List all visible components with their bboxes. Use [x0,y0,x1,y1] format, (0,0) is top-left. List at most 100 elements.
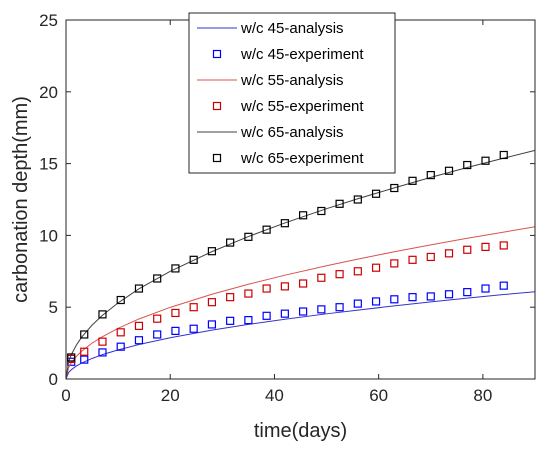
data-point-5 [499,150,508,160]
data-point-1 [371,297,381,306]
x-tick-label: 40 [265,386,284,405]
legend-swatch-marker [212,153,222,163]
x-tick-label: 80 [473,386,492,405]
data-point-1 [426,292,435,301]
x-tick-label: 20 [161,386,180,405]
x-tick-label: 0 [61,386,70,405]
legend-label: w/c 65-analysis [240,124,344,141]
data-point-1 [171,326,180,335]
legend: w/c 45-analysis w/c 45-experiment w/c 55-a… [188,12,396,174]
data-point-3 [153,314,162,323]
data-point-3 [335,270,344,279]
data-point-1 [353,299,362,308]
data-point-5 [353,195,362,204]
data-point-1 [280,309,289,318]
data-point-3 [481,242,490,251]
data-point-5 [262,225,271,234]
data-point-3 [80,347,89,356]
data-point-1 [80,355,89,364]
y-tick-label: 0 [49,370,58,389]
legend-label: w/c 55-experiment [240,98,364,115]
data-point-1 [299,307,308,316]
y-tick-label: 20 [39,83,58,102]
data-point-3 [262,284,271,293]
data-point-5 [226,238,235,247]
legend-swatch-marker [212,49,222,59]
data-point-3 [244,289,253,298]
data-point-1 [244,316,253,325]
y-axis-label: carbonation depth(mm) [10,96,32,303]
data-point-1 [207,320,217,329]
data-point-1 [153,330,162,339]
data-point-1 [444,290,454,299]
legend-label: w/c 45-analysis [240,20,344,37]
legend-swatch-marker [212,101,222,111]
data-point-1 [463,288,472,297]
data-point-5 [189,255,198,264]
data-point-5 [481,156,490,165]
x-tick-label: 60 [369,386,388,405]
data-point-3 [171,308,180,318]
data-point-1 [116,342,125,351]
data-point-1 [226,316,235,325]
data-point-5 [408,176,417,185]
data-point-1 [134,336,144,345]
ticks-layer: 0 20 40 60 80 0 5 10 15 20 25 [39,11,535,405]
data-point-3 [499,241,508,250]
data-point-5 [371,189,381,198]
series-line-0 [65,291,536,380]
data-point-5 [390,183,399,193]
data-point-5 [67,353,76,362]
data-point-5 [444,166,454,175]
data-point-5 [80,330,89,339]
data-point-5 [463,160,472,170]
data-point-3 [207,298,217,307]
data-point-1 [317,305,326,314]
data-point-1 [390,295,399,304]
data-point-3 [317,273,326,282]
legend-box [188,12,396,174]
data-point-1 [408,293,417,302]
y-tick-label: 5 [49,298,58,317]
legend-label: w/c 55-analysis [240,72,344,89]
data-point-1 [98,348,107,357]
data-point-3 [134,321,144,330]
data-point-5 [335,199,344,208]
series-line-2 [65,226,536,380]
data-point-3 [280,282,289,291]
data-point-3 [390,259,399,268]
data-point-1 [262,311,271,320]
data-point-3 [408,255,417,264]
legend-label: w/c 65-experiment [240,150,364,167]
data-point-3 [426,252,435,262]
y-tick-label: 15 [39,155,58,174]
data-point-3 [463,245,472,254]
data-point-1 [481,284,490,293]
data-point-3 [299,279,308,288]
data-point-5 [244,232,253,241]
data-point-5 [299,211,308,220]
data-point-3 [444,249,454,258]
data-point-3 [98,337,107,346]
data-point-1 [335,303,344,312]
data-point-5 [171,264,180,273]
x-axis-label: time(days) [254,420,347,442]
y-tick-label: 10 [39,226,58,245]
data-point-5 [116,295,125,305]
data-point-5 [134,284,144,293]
series-line-4 [65,149,536,380]
data-point-5 [280,219,289,228]
y-tick-label: 25 [39,11,58,30]
data-point-5 [153,274,162,283]
data-point-5 [426,170,435,180]
data-point-5 [207,247,217,256]
data-point-3 [353,267,362,276]
data-point-1 [499,281,508,290]
data-point-5 [317,206,326,216]
data-point-3 [226,293,235,302]
data-point-1 [189,324,198,333]
data-point-3 [116,328,125,337]
data-point-3 [371,263,381,272]
data-point-5 [98,310,107,319]
